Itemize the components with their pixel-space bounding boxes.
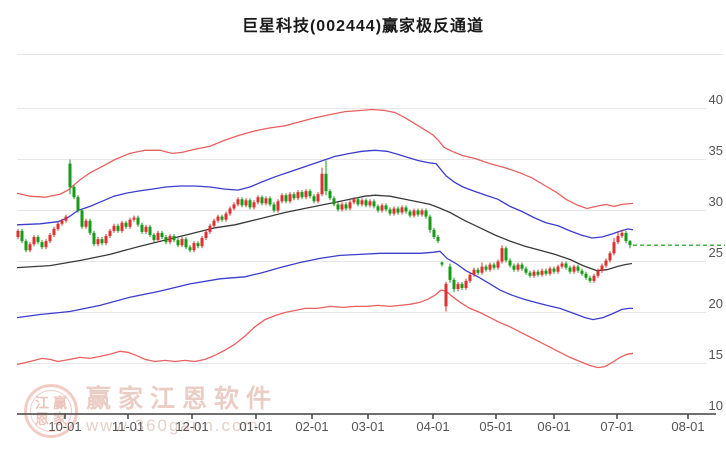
x-axis-label: 08-01 bbox=[671, 419, 705, 434]
channel-line-middle-black bbox=[16, 194, 633, 272]
channel-line-upper-outer-red bbox=[16, 108, 634, 210]
x-axis-label: 01-01 bbox=[239, 419, 273, 434]
x-axis-label: 12-01 bbox=[175, 419, 209, 434]
y-axis-label: 30 bbox=[708, 193, 723, 209]
watermark-text-column: 赢家江恩软件 www.360gann.com bbox=[86, 384, 278, 438]
chart-title: 巨星科技(002444)赢家极反通道 bbox=[241, 18, 485, 35]
x-axis-label: 02-01 bbox=[295, 419, 329, 434]
channel-line-lower-blue bbox=[16, 250, 633, 321]
y-axis-label: 15 bbox=[708, 346, 723, 362]
x-axis-label: 07-01 bbox=[600, 419, 634, 434]
y-axis-label: 10 bbox=[708, 397, 723, 413]
channel-line-lower-outer-red bbox=[16, 289, 634, 369]
watermark-url-text: www.360gann.com bbox=[86, 416, 260, 435]
x-axis-label: 11-01 bbox=[111, 419, 145, 434]
seal-char: 江 bbox=[35, 395, 49, 411]
y-axis-label: 40 bbox=[708, 91, 723, 107]
x-axis-label: 06-01 bbox=[537, 419, 571, 434]
y-axis-label: 25 bbox=[708, 244, 723, 260]
watermark-brand-text: 赢家江恩软件 bbox=[86, 385, 279, 413]
y-axis-label: 35 bbox=[708, 142, 723, 158]
x-axis-label: 05-01 bbox=[479, 419, 513, 434]
x-axis-label: 03-01 bbox=[351, 419, 385, 434]
watermark: 江 赢 恩 家 赢家江恩软件 www.360gann.com bbox=[24, 384, 278, 438]
x-axis-label: 04-01 bbox=[416, 419, 450, 434]
seal-char: 赢 bbox=[53, 395, 67, 411]
channel-line-upper-blue bbox=[16, 149, 634, 239]
y-axis-label: 20 bbox=[708, 295, 723, 311]
x-axis-label: 10-01 bbox=[48, 419, 82, 434]
